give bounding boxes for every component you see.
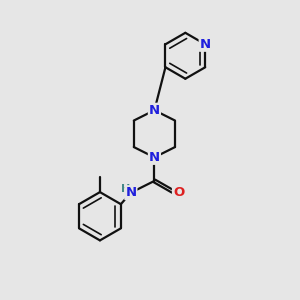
Text: N: N <box>149 151 160 164</box>
Text: O: O <box>173 186 184 199</box>
Text: H: H <box>121 184 130 194</box>
Text: N: N <box>200 38 211 51</box>
Text: N: N <box>125 186 136 199</box>
Text: N: N <box>149 104 160 117</box>
